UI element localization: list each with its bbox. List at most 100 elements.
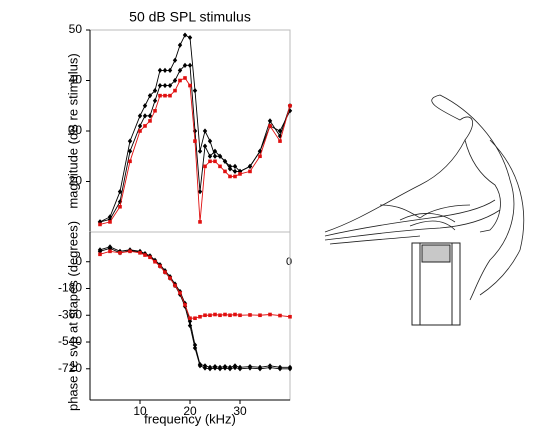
data-point — [137, 123, 143, 129]
data-point — [288, 314, 292, 319]
data-point — [233, 312, 237, 317]
data-point — [183, 303, 187, 307]
data-point — [237, 168, 243, 174]
data-point — [213, 159, 217, 164]
data-point — [127, 138, 133, 144]
data-point — [238, 172, 242, 176]
data-point — [212, 148, 218, 154]
data-point — [237, 366, 243, 372]
data-point — [208, 313, 212, 318]
data-point — [198, 314, 202, 319]
data-point — [232, 163, 238, 169]
data-point — [178, 291, 182, 295]
data-point — [203, 164, 207, 169]
data-point — [218, 313, 222, 318]
data-point — [152, 88, 158, 94]
data-point — [183, 76, 187, 80]
data-point — [193, 316, 197, 321]
data-point — [213, 312, 217, 317]
x-axis-label: frequency (kHz) — [144, 411, 236, 426]
y-axis-label: phase re svp at stapes (degrees) — [65, 221, 80, 411]
data-point — [207, 138, 213, 144]
data-point — [143, 253, 147, 257]
data-point — [228, 313, 232, 318]
data-point — [268, 124, 272, 128]
data-point — [233, 174, 237, 179]
data-point — [202, 143, 208, 149]
data-point — [278, 139, 282, 143]
data-point — [153, 259, 157, 264]
data-point — [222, 365, 228, 371]
data-point — [167, 82, 173, 89]
ear-drawing — [324, 94, 525, 326]
data-point — [163, 93, 167, 98]
data-point — [187, 34, 193, 41]
data-point — [238, 313, 242, 318]
data-point — [182, 62, 188, 68]
data-point — [223, 169, 227, 174]
data-point — [118, 204, 122, 209]
data-point — [168, 93, 172, 98]
data-point — [177, 67, 183, 73]
y-tick-label: -180 — [58, 281, 82, 295]
data-point — [98, 252, 102, 257]
data-point — [98, 222, 102, 227]
data-point — [142, 103, 148, 109]
data-point — [117, 189, 123, 195]
data-point — [258, 154, 262, 159]
y-tick-label: 0 — [75, 254, 82, 268]
data-point — [232, 364, 238, 371]
x-tick-label: 10 — [133, 404, 147, 418]
data-point — [197, 189, 203, 195]
y-axis-label: magnitude (dB re stimulus) — [65, 53, 80, 208]
data-point — [212, 365, 218, 371]
data-point — [138, 251, 142, 255]
data-point — [188, 83, 192, 88]
data-point — [142, 113, 148, 119]
y-tick-label: 40 — [69, 73, 83, 87]
data-point — [192, 128, 198, 134]
data-point — [223, 312, 227, 317]
data-point — [268, 312, 272, 317]
data-point — [118, 251, 122, 255]
data-point — [227, 366, 233, 372]
data-point — [108, 249, 112, 254]
y-tick-label: 50 — [69, 22, 83, 36]
y-tick-label: -360 — [58, 307, 82, 321]
data-point — [172, 57, 178, 63]
data-point — [193, 139, 197, 143]
data-point — [277, 366, 283, 372]
data-point — [207, 366, 213, 372]
data-point — [108, 220, 112, 224]
y-tick-label: 20 — [69, 174, 83, 188]
data-point — [248, 169, 252, 174]
data-point — [203, 313, 207, 318]
data-point — [157, 82, 163, 89]
data-point — [202, 128, 208, 134]
data-point — [247, 365, 253, 371]
data-point — [147, 93, 153, 99]
data-point — [217, 153, 223, 159]
data-point — [192, 345, 198, 351]
data-point — [218, 164, 222, 169]
data-point — [178, 78, 182, 83]
y-tick-label: -540 — [58, 334, 82, 348]
data-point — [148, 119, 152, 123]
data-point — [197, 363, 203, 369]
data-point — [173, 283, 177, 288]
data-point — [138, 129, 142, 133]
data-point — [228, 174, 232, 179]
data-point — [267, 118, 273, 124]
data-point — [287, 366, 293, 372]
data-point — [258, 313, 262, 318]
data-point — [288, 103, 292, 108]
data-point — [168, 276, 172, 280]
data-point — [267, 364, 273, 371]
data-point — [278, 313, 282, 318]
data-point — [217, 366, 223, 372]
data-point — [172, 77, 178, 84]
data-point — [227, 166, 233, 172]
data-point — [197, 148, 203, 154]
data-point — [248, 313, 252, 317]
x-tick-label: 20 — [183, 404, 197, 418]
